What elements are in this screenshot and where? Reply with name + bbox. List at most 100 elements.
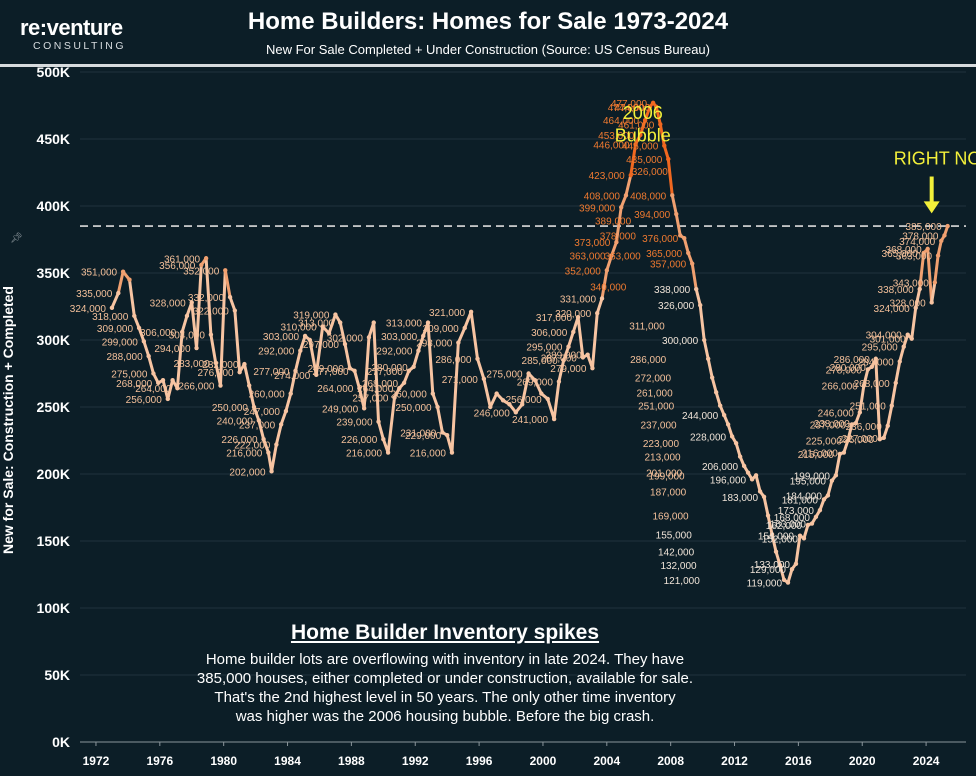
data-label: 133,000 bbox=[754, 560, 791, 571]
data-label: 275,000 bbox=[486, 370, 523, 381]
series-line-segment bbox=[910, 306, 918, 341]
series-line-segment bbox=[576, 315, 585, 359]
series-line-segment bbox=[161, 378, 170, 401]
data-label: 365,000 bbox=[882, 249, 919, 260]
data-point bbox=[638, 132, 643, 138]
series-line-segment bbox=[166, 378, 175, 401]
data-point bbox=[765, 513, 771, 518]
data-point bbox=[713, 390, 719, 395]
data-point bbox=[599, 296, 605, 301]
data-point bbox=[705, 356, 711, 361]
data-label: 376,000 bbox=[642, 234, 679, 245]
data-point bbox=[561, 357, 566, 363]
data-point bbox=[893, 380, 898, 386]
data-point bbox=[566, 344, 571, 349]
data-label: 304,000 bbox=[866, 331, 903, 342]
data-point bbox=[833, 473, 839, 478]
series-line-segment bbox=[590, 311, 599, 370]
series-line-segment bbox=[362, 335, 371, 410]
data-point bbox=[385, 450, 391, 455]
data-label: 231,000 bbox=[400, 428, 437, 439]
data-label: 309,000 bbox=[423, 324, 460, 335]
series-line-segment bbox=[372, 321, 381, 424]
series-line-segment bbox=[116, 270, 125, 295]
data-point bbox=[698, 302, 703, 308]
y-tick-label: 350K bbox=[37, 265, 70, 281]
commentary-line: That's the 2nd highest level in 50 years… bbox=[214, 689, 676, 706]
data-point bbox=[571, 329, 576, 335]
data-point bbox=[507, 402, 512, 407]
data-label: 251,000 bbox=[850, 402, 887, 413]
data-label: 236,000 bbox=[846, 422, 883, 433]
data-label: 292,000 bbox=[376, 347, 413, 358]
series-line-segment bbox=[247, 384, 256, 409]
x-tick-label: 2012 bbox=[721, 754, 748, 768]
data-point bbox=[821, 497, 827, 502]
data-point bbox=[175, 386, 180, 391]
y-tick-label: 300K bbox=[37, 332, 70, 348]
data-point bbox=[797, 533, 803, 538]
series-line-segment bbox=[416, 334, 425, 353]
data-label: 241,000 bbox=[512, 415, 549, 426]
data-label: 313,000 bbox=[386, 319, 423, 330]
data-label: 408,000 bbox=[630, 191, 667, 202]
data-point bbox=[753, 473, 759, 478]
data-point bbox=[218, 383, 223, 388]
data-point bbox=[909, 336, 914, 341]
series-line-segment bbox=[436, 405, 444, 434]
data-label: 215,000 bbox=[798, 450, 835, 461]
logo-sub-text: CONSULTING bbox=[33, 40, 127, 52]
series-line-segment bbox=[600, 268, 609, 300]
company-logo: re:venture CONSULTING bbox=[20, 16, 145, 56]
data-label: 378,000 bbox=[902, 231, 939, 242]
series-line-segment bbox=[666, 157, 674, 197]
series-line-segment bbox=[766, 514, 774, 536]
data-point bbox=[877, 436, 882, 442]
series-line-segment bbox=[218, 268, 227, 388]
data-point bbox=[411, 364, 416, 369]
data-label: 278,000 bbox=[826, 365, 863, 376]
data-label: 343,000 bbox=[893, 278, 930, 289]
series-line-segment bbox=[874, 357, 882, 441]
data-point bbox=[825, 493, 831, 498]
series-line-segment bbox=[834, 452, 842, 477]
series-line-segment bbox=[314, 325, 325, 377]
data-label: 229,000 bbox=[405, 431, 442, 442]
data-label: 280,000 bbox=[830, 363, 867, 374]
series-line-segment bbox=[284, 392, 293, 413]
series-line-segment bbox=[482, 377, 492, 409]
data-point bbox=[682, 235, 687, 241]
y-tick-label: 150K bbox=[37, 533, 70, 549]
data-label: 338,000 bbox=[654, 285, 691, 296]
data-label: 260,000 bbox=[249, 390, 286, 401]
data-point bbox=[132, 313, 137, 319]
data-label: 121,000 bbox=[664, 576, 701, 587]
data-label: 303,000 bbox=[381, 332, 418, 343]
series-line-segment bbox=[137, 326, 146, 343]
data-point bbox=[475, 356, 480, 361]
data-point bbox=[232, 308, 238, 313]
data-label: 272,000 bbox=[635, 374, 672, 385]
data-label: 361,000 bbox=[164, 254, 201, 265]
series-line-segment bbox=[786, 567, 794, 585]
data-point bbox=[520, 402, 525, 407]
series-line-segment bbox=[469, 310, 480, 361]
data-label: 225,000 bbox=[806, 437, 843, 448]
data-point bbox=[658, 122, 663, 127]
pin-icon[interactable]: 📌︎ bbox=[10, 233, 23, 244]
x-tick-label: 2008 bbox=[657, 754, 684, 768]
data-point bbox=[116, 290, 121, 296]
data-point bbox=[288, 391, 293, 396]
series-line-segment bbox=[377, 420, 385, 441]
data-point bbox=[381, 436, 386, 442]
data-point bbox=[456, 340, 461, 345]
series-line-segment bbox=[706, 357, 714, 380]
y-tick-label: 50K bbox=[44, 667, 70, 683]
series-line-segment bbox=[298, 334, 307, 353]
data-label: 264,000 bbox=[135, 384, 172, 395]
data-point bbox=[136, 325, 142, 331]
data-point bbox=[932, 280, 938, 285]
data-point bbox=[929, 300, 934, 305]
data-point bbox=[366, 335, 372, 340]
series-line-segment bbox=[262, 437, 270, 455]
